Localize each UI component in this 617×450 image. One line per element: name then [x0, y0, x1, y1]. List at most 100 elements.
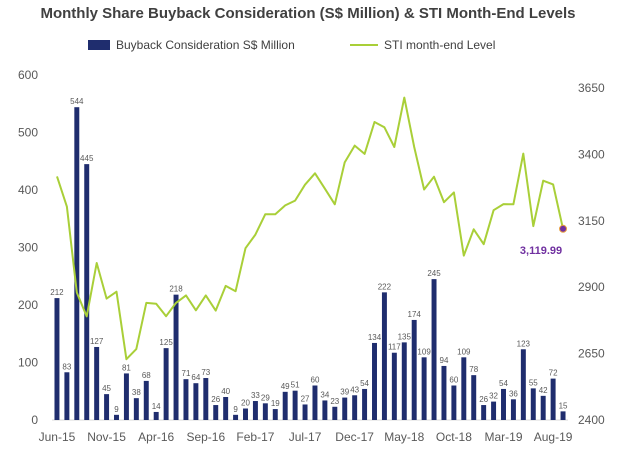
buyback-bar-label: 78 [469, 365, 478, 374]
buyback-bar [411, 319, 417, 420]
buyback-bar-label: 117 [388, 343, 401, 352]
y-right-axis: 2400 2650 2900 3150 3400 3650 [578, 81, 605, 427]
buyback-bar [560, 411, 566, 420]
buyback-bar [540, 395, 546, 420]
buyback-bar-label: 27 [301, 394, 310, 403]
buyback-bar-label: 42 [539, 386, 548, 395]
y-left-tick-label: 600 [18, 68, 38, 82]
buyback-bar-label: 94 [440, 356, 449, 365]
buyback-bar-label: 40 [221, 387, 230, 396]
y-left-tick-label: 100 [18, 356, 38, 370]
buyback-bar [481, 405, 487, 420]
y-left-tick-label: 400 [18, 183, 38, 197]
x-tick-label: May-18 [384, 430, 424, 444]
buyback-bar [74, 107, 80, 420]
buyback-bar [262, 403, 268, 420]
buyback-bar-label: 32 [489, 392, 498, 401]
buyback-bar-label: 39 [340, 388, 349, 397]
buyback-bar-label: 20 [241, 399, 250, 408]
buyback-bar-label: 81 [122, 363, 131, 372]
y-right-tick-label: 3650 [578, 81, 605, 95]
buyback-bar-label: 222 [378, 282, 392, 291]
buyback-bar-label: 109 [417, 347, 431, 356]
buyback-bar-label: 54 [360, 379, 369, 388]
y-right-tick-label: 2650 [578, 347, 605, 361]
sti-last-value-annotation: 3,119.99 [520, 245, 562, 257]
buyback-bar-label: 43 [350, 385, 359, 394]
buyback-bars [54, 107, 566, 420]
buyback-bar-label: 127 [90, 337, 104, 346]
buyback-bar [54, 298, 60, 420]
x-tick-label: Sep-16 [186, 430, 225, 444]
y-left-tick-label: 500 [18, 126, 38, 140]
legend-label-sti: STI month-end Level [384, 38, 495, 52]
buyback-bar [282, 391, 288, 420]
buyback-bar [292, 390, 298, 420]
x-tick-label: Nov-15 [87, 430, 126, 444]
legend-label-buyback: Buyback Consideration S$ Million [116, 38, 295, 52]
x-axis-ticks: Jun-15 Nov-15 Apr-16 Sep-16 Feb-17 Jul-17 Dec-… [39, 430, 573, 444]
buyback-bar-label: 29 [261, 393, 270, 402]
buyback-bar-label: 9 [114, 405, 119, 414]
buyback-bar [163, 348, 169, 420]
buyback-bar-label: 54 [499, 379, 508, 388]
buyback-bar [133, 398, 139, 420]
buyback-bar [391, 352, 397, 420]
buyback-bar-label: 9 [233, 405, 238, 414]
buyback-bar-label: 68 [142, 371, 151, 380]
buyback-bar-label: 51 [291, 381, 300, 390]
buyback-bar-label: 36 [509, 389, 518, 398]
buyback-bar-label: 212 [50, 288, 64, 297]
y-right-tick-label: 2400 [578, 413, 605, 427]
sti-last-point [559, 224, 568, 233]
buyback-bar [372, 342, 377, 420]
buyback-bar [123, 373, 129, 420]
x-tick-label: Aug-19 [534, 430, 573, 444]
buyback-bar-label: 33 [251, 391, 260, 400]
buyback-bar-label: 73 [201, 368, 210, 377]
y-left-tick-label: 300 [18, 241, 38, 255]
x-tick-label: Feb-17 [236, 430, 274, 444]
buyback-bar [94, 346, 100, 420]
buyback-bar [431, 279, 437, 420]
buyback-bar [342, 397, 348, 420]
legend-swatch-buyback [88, 40, 110, 50]
buyback-bar-label: 109 [457, 347, 471, 356]
y-left-axis: 0 100 200 300 400 500 600 [18, 68, 38, 427]
buyback-bar [272, 409, 278, 420]
buyback-bar-label: 60 [449, 376, 458, 385]
buyback-bar [451, 385, 457, 420]
buyback-bar [510, 399, 516, 420]
buyback-bar-label: 134 [368, 333, 382, 342]
buyback-bar-label: 14 [152, 402, 161, 411]
buyback-bar [491, 401, 497, 420]
buyback-bar-label: 15 [559, 401, 568, 410]
buyback-bar-label: 55 [529, 378, 538, 387]
buyback-bar [441, 365, 447, 420]
x-tick-label: Dec-17 [335, 430, 374, 444]
buyback-bar [322, 400, 328, 420]
buyback-bar [173, 294, 179, 420]
legend: Buyback Consideration S$ Million STI mon… [88, 38, 495, 52]
buyback-bar [421, 357, 427, 420]
buyback-bar [193, 383, 199, 420]
buyback-bar [233, 414, 239, 420]
buyback-bar [104, 394, 110, 420]
buyback-bar-label: 26 [211, 395, 220, 404]
buyback-bar-label: 26 [479, 395, 488, 404]
buyback-bar [213, 405, 219, 420]
buyback-bar [143, 380, 149, 420]
buyback-bar-label: 83 [62, 362, 71, 371]
buyback-bar [381, 292, 387, 420]
buyback-bar-label: 19 [271, 399, 280, 408]
buyback-bar [312, 385, 318, 420]
x-tick-label: Jun-15 [39, 430, 76, 444]
buyback-bar-label: 23 [330, 397, 339, 406]
buyback-bar-label: 125 [159, 338, 173, 347]
buyback-bar-label: 135 [398, 332, 412, 341]
buyback-bar-label: 45 [102, 384, 111, 393]
buyback-bar [243, 408, 248, 420]
buyback-bar [401, 342, 407, 420]
